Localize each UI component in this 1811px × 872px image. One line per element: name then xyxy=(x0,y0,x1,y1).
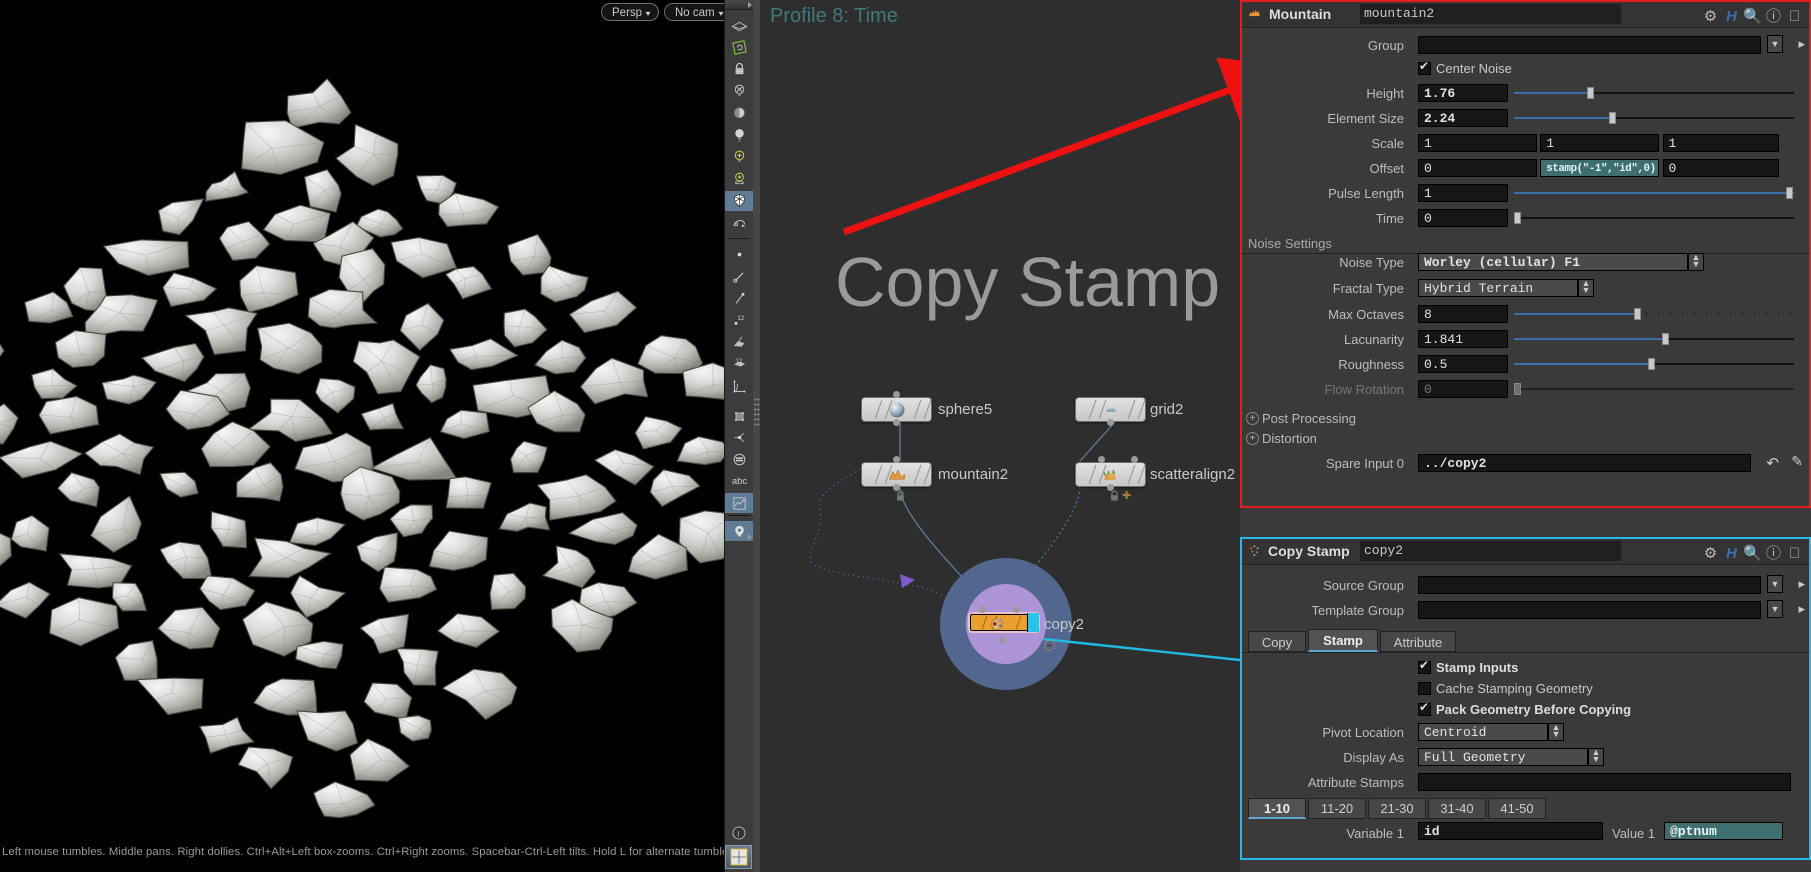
svg-text:12: 12 xyxy=(736,358,742,364)
svg-text:i: i xyxy=(737,829,739,838)
svg-text:12: 12 xyxy=(737,316,744,322)
